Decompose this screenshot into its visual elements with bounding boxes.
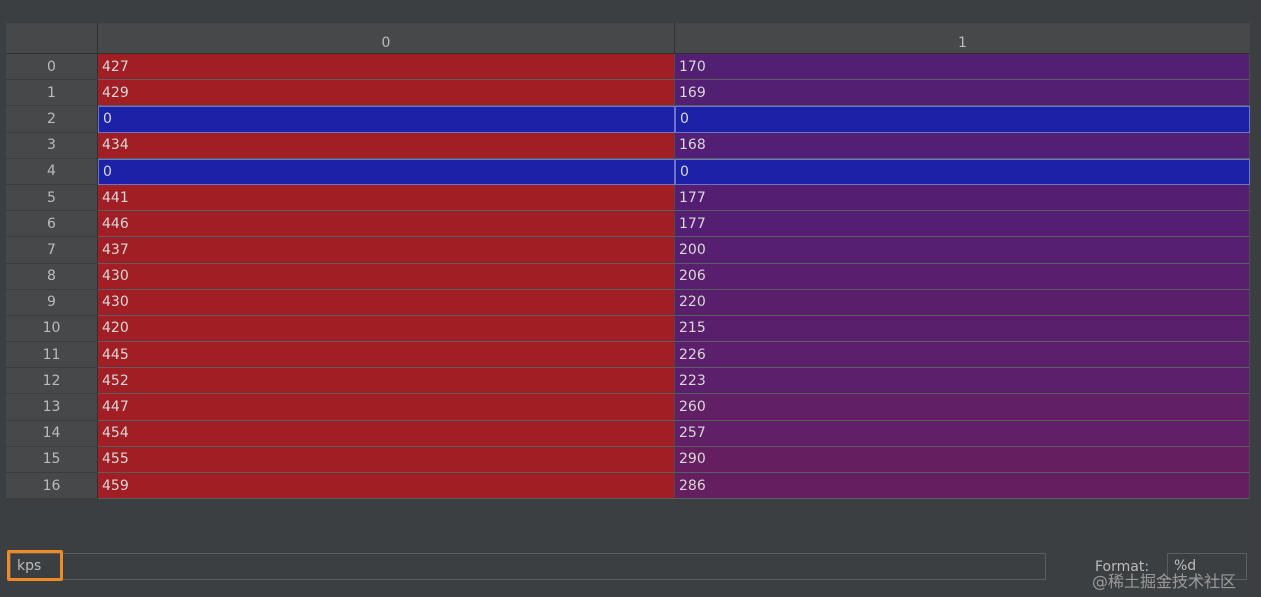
column-header-1[interactable]: 1 (958, 35, 967, 51)
table-cell[interactable]: 446 (98, 211, 675, 238)
table-cell[interactable]: 0 (98, 106, 675, 133)
row-index[interactable]: 0 (6, 54, 98, 81)
row-index[interactable]: 14 (6, 420, 98, 447)
table-cell[interactable]: 168 (675, 132, 1250, 159)
table-row: 3 434 168 (6, 132, 1250, 159)
row-index[interactable]: 7 (6, 237, 98, 264)
table-row: 11 445 226 (6, 342, 1250, 369)
row-index[interactable]: 10 (6, 315, 98, 343)
table-row: 14 454 257 (6, 420, 1250, 447)
table-cell[interactable]: 177 (675, 211, 1250, 238)
slice-input[interactable]: kps (10, 553, 1046, 580)
format-label: Format: (1095, 559, 1150, 575)
table-cell[interactable]: 0 (675, 106, 1250, 133)
row-index[interactable]: 1 (6, 80, 98, 107)
row-index[interactable]: 5 (6, 184, 98, 212)
table-row: 9 430 220 (6, 289, 1250, 316)
row-index[interactable]: 12 (6, 368, 98, 395)
table-row: 15 455 290 (6, 446, 1250, 473)
row-index[interactable]: 3 (6, 132, 98, 159)
table-cell[interactable]: 169 (675, 80, 1250, 107)
row-index[interactable]: 16 (6, 473, 98, 500)
row-index[interactable]: 13 (6, 394, 98, 421)
table-row: 16 459 286 (6, 473, 1250, 500)
table-cell[interactable]: 200 (675, 237, 1250, 264)
table-row: 10 420 215 (6, 315, 1250, 343)
table-cell[interactable]: 290 (675, 446, 1250, 473)
table-cell[interactable]: 215 (675, 315, 1250, 343)
table-cell[interactable]: 452 (98, 368, 675, 395)
table-cell[interactable]: 430 (98, 289, 675, 316)
row-index[interactable]: 2 (6, 106, 98, 133)
table-cell[interactable]: 0 (675, 158, 1250, 185)
table-cell[interactable]: 260 (675, 394, 1250, 421)
row-index[interactable]: 11 (6, 342, 98, 369)
table-cell[interactable]: 455 (98, 446, 675, 473)
table-row: 12 452 223 (6, 368, 1250, 395)
row-index[interactable]: 4 (6, 158, 98, 185)
row-index[interactable]: 15 (6, 446, 98, 473)
format-input[interactable]: %d (1167, 553, 1247, 580)
table-header: 0 1 (6, 23, 1250, 54)
table-row: 8 430 206 (6, 263, 1250, 290)
table-cell[interactable]: 430 (98, 263, 675, 290)
table-cell[interactable]: 437 (98, 237, 675, 264)
table-row: 6 446 177 (6, 211, 1250, 238)
table-cell[interactable]: 206 (675, 263, 1250, 290)
table-row: 1 429 169 (6, 80, 1250, 107)
table-cell[interactable]: 220 (675, 289, 1250, 316)
table-cell[interactable]: 454 (98, 420, 675, 447)
table-row: 5 441 177 (6, 184, 1250, 212)
table-cell[interactable]: 445 (98, 342, 675, 369)
table-cell[interactable]: 226 (675, 342, 1250, 369)
bottom-bar: kps Format: %d @稀土掘金技术社区 (0, 540, 1261, 597)
table-cell[interactable]: 0 (98, 158, 675, 185)
table-cell[interactable]: 434 (98, 132, 675, 159)
array-table: 0 1 0 427 170 1 429 169 2 0 0 3 434 168 4 0 0 5 441 177 6 4… (6, 23, 1250, 500)
row-index[interactable]: 9 (6, 289, 98, 316)
row-index[interactable]: 6 (6, 211, 98, 238)
table-cell[interactable]: 170 (675, 54, 1250, 81)
table-cell[interactable]: 223 (675, 368, 1250, 395)
table-cell[interactable]: 420 (98, 315, 675, 343)
table-cell[interactable]: 441 (98, 184, 675, 212)
table-body: 0 427 170 1 429 169 2 0 0 3 434 168 4 0 0 5 441 177 6 446 17… (6, 54, 1250, 500)
table-cell[interactable]: 257 (675, 420, 1250, 447)
table-cell[interactable]: 429 (98, 80, 675, 107)
table-cell[interactable]: 447 (98, 394, 675, 421)
table-cell[interactable]: 427 (98, 54, 675, 81)
table-cell[interactable]: 286 (675, 473, 1250, 500)
row-index[interactable]: 8 (6, 263, 98, 290)
table-row: 0 427 170 (6, 54, 1250, 81)
column-header-0[interactable]: 0 (98, 23, 675, 53)
table-row: 7 437 200 (6, 237, 1250, 264)
table-cell[interactable]: 177 (675, 184, 1250, 212)
table-row: 13 447 260 (6, 394, 1250, 421)
corner-cell (6, 23, 98, 53)
table-cell[interactable]: 459 (98, 473, 675, 500)
